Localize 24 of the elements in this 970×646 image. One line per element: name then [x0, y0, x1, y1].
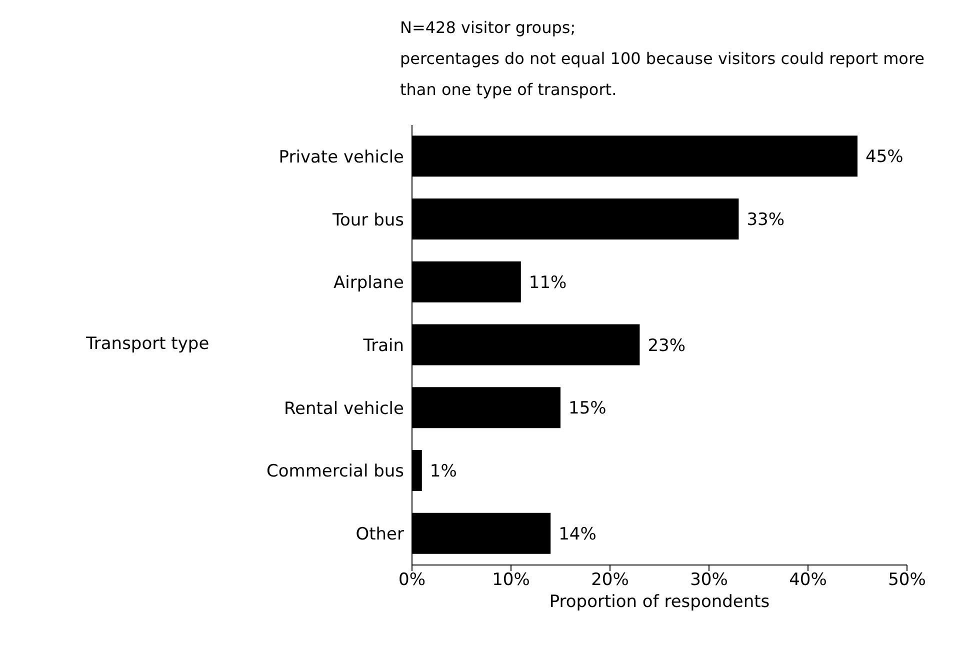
- y-tick-label: Train: [362, 336, 404, 356]
- text: N=428 visitor groups;: [400, 17, 577, 39]
- data-label: 11%: [528, 272, 567, 293]
- y-tick-label: Other: [356, 524, 404, 545]
- data-label: 1%: [430, 462, 457, 482]
- data-label: 23%: [648, 336, 686, 356]
- data-label: 45%: [866, 147, 904, 168]
- y-tick-label: Airplane: [333, 273, 404, 294]
- x-tick-label: 10%: [492, 570, 530, 590]
- x-axis-title: Proportion of respondents: [548, 592, 771, 612]
- x-tick-label: 20%: [591, 570, 629, 590]
- x-tick-label: 0%: [398, 570, 426, 590]
- data-label: 15%: [568, 398, 606, 419]
- x-tick-label: 30%: [690, 570, 728, 590]
- data-label: 14%: [558, 524, 596, 544]
- text: percentages do not equal 100 because visitors could report more than one type of transport.: [400, 48, 926, 101]
- y-tick-label: Commercial bus: [266, 462, 404, 482]
- y-tick-label: Rental vehicle: [284, 398, 404, 419]
- y-tick-label: Private vehicle: [278, 147, 404, 168]
- y-axis-title: Transport type: [86, 334, 210, 354]
- y-tick-label: Tour bus: [332, 210, 404, 230]
- data-label: 33%: [746, 210, 784, 230]
- x-tick-label: 40%: [789, 570, 827, 590]
- x-tick-label: 50%: [888, 570, 926, 590]
